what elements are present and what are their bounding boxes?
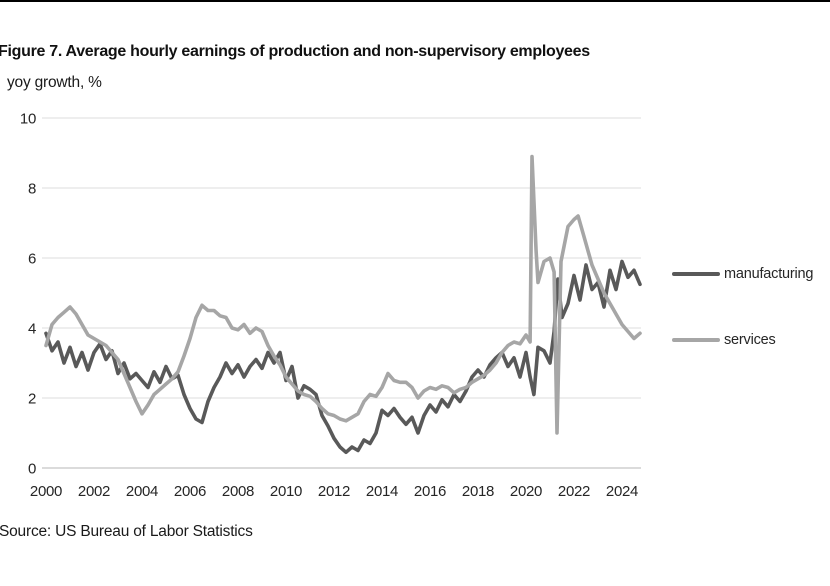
legend-item-manufacturing: manufacturing [672,266,813,282]
x-tick-label: 2000 [30,483,62,500]
y-tick-label: 6 [28,251,36,268]
manufacturing-line [44,259,642,455]
x-tick-label: 2008 [222,483,254,500]
x-tick-label: 2010 [270,483,302,500]
top-border [0,0,830,2]
figure-title: Figure 7. Average hourly earnings of pro… [0,43,590,60]
x-tick-label: 2020 [510,483,542,500]
x-tick-label: 2018 [462,483,494,500]
y-tick-label: 8 [28,181,36,198]
y-axis-unit-label: yoy growth, % [7,74,102,91]
legend-label-services: services [724,332,776,348]
x-tick-label: 2006 [174,483,206,500]
x-tick-label: 2022 [558,483,590,500]
legend-label-manufacturing: manufacturing [724,266,814,282]
y-tick-label: 10 [20,111,36,128]
x-tick-label: 2002 [78,483,110,500]
services-line [44,154,642,435]
y-tick-label: 2 [28,391,36,408]
services-line-swatch [672,338,720,342]
x-tick-label: 2012 [318,483,350,500]
x-tick-label: 2014 [366,483,398,500]
y-tick-label: 0 [28,461,36,478]
source-note: Source: US Bureau of Labor Statistics [0,523,253,540]
manufacturing-line-swatch [672,272,720,276]
y-tick-label: 4 [28,321,36,338]
x-tick-label: 2004 [126,483,158,500]
x-tick-label: 2024 [606,483,638,500]
legend-item-services: services [672,332,776,348]
x-tick-label: 2016 [414,483,446,500]
